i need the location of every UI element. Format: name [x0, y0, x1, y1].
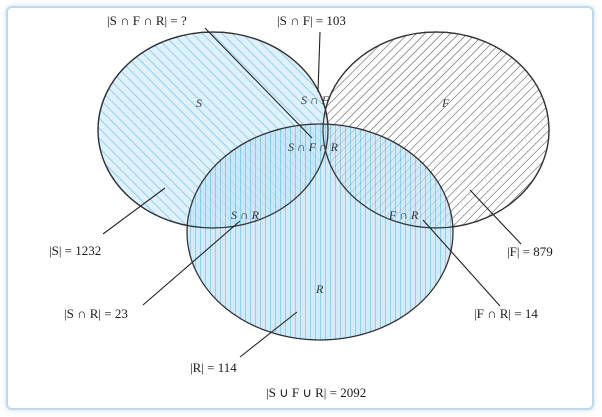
set-f-outline: [322, 31, 550, 229]
callout-sf: |S ∩ F| = 103: [277, 13, 346, 28]
leader-lines: [102, 27, 522, 358]
callout-fr: |F ∩ R| = 14: [474, 306, 538, 321]
callout-r: |R| = 114: [190, 360, 237, 375]
callout-sr: |S ∩ R| = 23: [64, 306, 128, 321]
set-f-label: F: [441, 96, 450, 110]
region-s-and-r: S ∩ R: [231, 208, 260, 222]
set-r-label: R: [315, 282, 324, 296]
region-s-f-r: S ∩ F ∩ R: [288, 140, 339, 154]
callout-f: |F| = 879: [507, 244, 553, 259]
callout-union: |S ∪ F ∪ R| = 2092: [266, 385, 366, 400]
set-s-outline: [97, 31, 329, 229]
region-s-and-f: S ∩ F: [301, 93, 330, 107]
set-r-circle: [186, 123, 454, 341]
callout-sfr: |S ∩ F ∩ R| = ?: [107, 13, 187, 28]
region-f-and-r: F ∩ R: [388, 208, 419, 222]
set-s-label: S: [196, 96, 202, 110]
callout-s: |S| = 1232: [49, 243, 101, 258]
